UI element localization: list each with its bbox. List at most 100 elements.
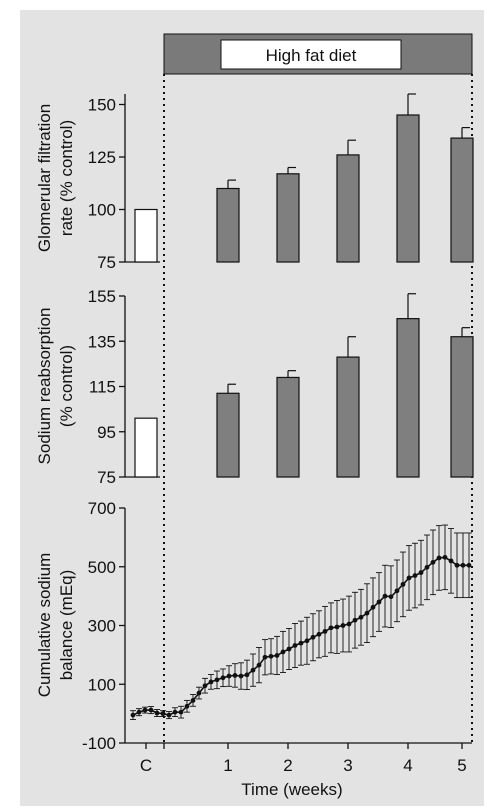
bar [216,392,240,478]
data-point [166,712,172,718]
y-tick-label: 115 [89,378,116,397]
control-bar [134,417,158,478]
sodium-balance-chart: -100 100 300 500 700 Cumulative sodium balance… [35,499,472,799]
data-point [352,617,358,623]
data-point [208,679,214,685]
data-point [448,558,454,564]
data-point [196,690,202,696]
data-point [364,610,370,616]
data-point [142,707,148,713]
x-tick-label: 4 [403,756,412,775]
data-point [418,570,424,576]
y-axis-label-line: (% control) [57,345,76,427]
data-point [430,559,436,565]
data-point [328,625,334,631]
y-tick-label: 300 [88,617,116,636]
data-point [214,677,220,683]
data-point [280,649,286,655]
data-point [178,709,184,715]
diet-banner: High fat diet [163,33,473,75]
y-tick-label: 75 [97,468,116,487]
x-axis-label: Time (weeks) [241,780,342,799]
data-point [154,710,160,716]
y-axis-label: Glomerular filtration rate (% control) [35,104,76,252]
data-point [334,624,340,630]
data-point [262,654,268,660]
data-point [172,709,178,715]
data-point [226,673,232,679]
data-point [244,672,250,678]
bar [396,318,420,478]
bar [216,187,240,263]
data-point [370,604,376,610]
data-point [202,683,208,689]
x-tick-label: 3 [343,756,352,775]
data-point [340,623,346,628]
data-point [400,581,406,587]
y-tick-label: 100 [88,201,116,220]
data-point [460,562,466,568]
data-point [304,638,310,644]
sodium-reabsorption-chart: 75 95 115 135 155 Sodium reabsorption (% contr… [35,287,474,487]
y-tick-label: 155 [88,287,116,306]
bar [276,173,300,263]
data-point [388,594,394,600]
data-point [346,621,352,627]
gfr-chart: 75 100 125 150 Glomerular filtration rate (% … [35,93,474,272]
data-point [298,640,304,646]
y-tick-label: 150 [88,96,116,115]
data-point [274,653,280,658]
x-tick-label: 5 [457,756,466,775]
data-point [292,643,298,648]
data-point [358,614,364,620]
y-tick-label: 500 [88,558,116,577]
y-tick-label: 100 [88,675,116,694]
data-point [130,712,136,718]
data-point [466,562,472,568]
data-point [322,628,328,634]
data-point [190,698,196,703]
data-point [160,711,166,717]
data-point [376,599,382,605]
data-point [250,667,256,673]
data-point [256,662,262,668]
y-tick-label: 95 [97,423,116,442]
data-point [220,675,226,681]
y-axis-label: Sodium reabsorption (% control) [35,308,76,465]
x-tick-label: C [140,756,152,775]
data-point [316,631,322,637]
data-point [424,564,430,570]
control-bar [134,208,158,263]
data-point [184,703,190,709]
x-tick-label: 2 [283,756,292,775]
bar [276,376,300,478]
banner-label-box [220,39,402,70]
bar [450,137,474,263]
banner-label: High fat diet [266,46,357,65]
y-tick-label: 135 [88,332,116,351]
data-point [412,573,418,578]
y-tick-label: 700 [88,499,116,518]
data-point [232,673,238,678]
y-tick-label: -100 [82,734,116,753]
data-point [382,593,388,599]
bar [336,356,360,478]
data-point [394,588,400,594]
data-point [406,575,412,581]
y-axis-label-line: Sodium reabsorption [35,308,54,465]
data-point [436,555,442,561]
data-point [454,562,460,568]
data-point [286,646,292,652]
data-point [238,673,244,679]
y-axis-label-line: balance (mEq) [57,570,76,681]
data-point [442,554,448,560]
bar [336,154,360,263]
data-point [136,709,142,715]
data-point [268,653,274,659]
y-axis-label-line: Glomerular filtration [35,104,54,252]
bar [396,114,420,263]
x-tick-label: 1 [223,756,232,775]
data-point [148,707,154,713]
y-tick-label: 125 [88,148,116,167]
